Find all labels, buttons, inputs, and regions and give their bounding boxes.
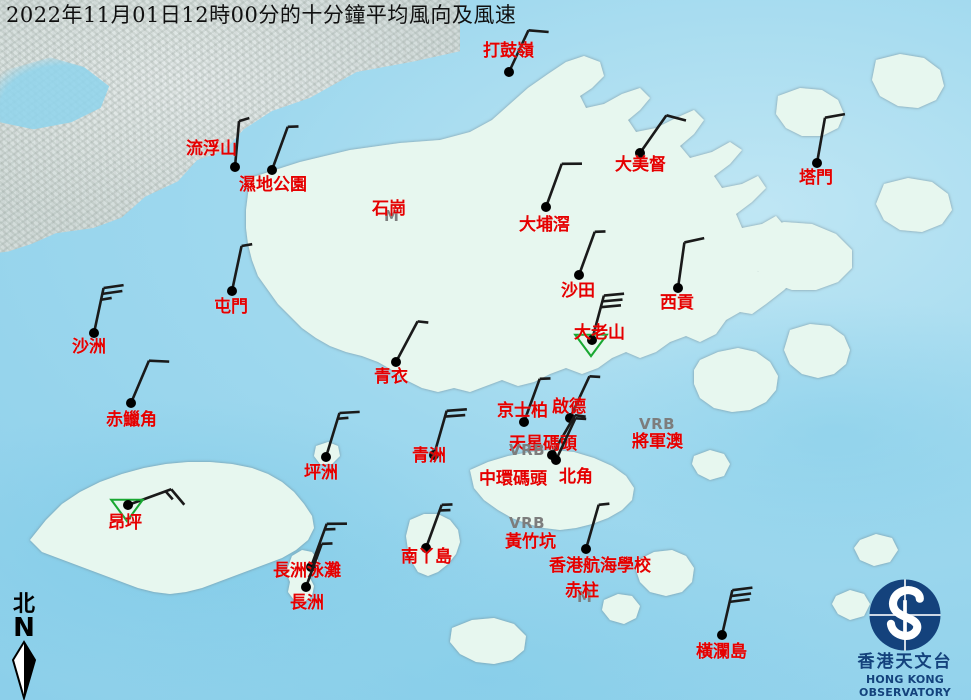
station-dot-marker: [321, 452, 331, 462]
station-name-label: 香港航海學校: [549, 556, 651, 576]
station-dot-marker: [581, 544, 591, 554]
page-title: 2022年11月01日12時00分的十分鐘平均風向及風速: [6, 3, 517, 27]
station-name-label: 北角: [559, 467, 593, 487]
station-name-label: 橫瀾島: [696, 642, 747, 662]
station-name-label: 青洲: [412, 446, 446, 466]
compass-label-en: N: [13, 613, 35, 643]
hko-logo-icon: [869, 579, 941, 651]
wind-barb-icon: [127, 488, 186, 507]
hko-logo-en: HONG KONG OBSERVATORY: [859, 673, 951, 699]
station-triangle-marker: [109, 498, 145, 523]
station-name-label: 塔門: [799, 168, 833, 188]
compass-rose: 北 N: [2, 591, 60, 700]
hko-logo: 香港天文台 HONG KONG OBSERVATORY: [842, 578, 968, 699]
station-dot-marker: [301, 582, 311, 592]
station-dot-marker: [717, 630, 727, 640]
station-dot-marker: [89, 328, 99, 338]
station-dot-marker: [421, 543, 431, 553]
station-status-flag: VRB: [509, 514, 546, 532]
wind-barb-icon: [394, 320, 429, 363]
wind-barb-icon: [324, 410, 360, 458]
wind-barb-icon: [815, 112, 846, 164]
wind-barb-icon: [554, 417, 587, 461]
station-status-flag: VRB: [639, 415, 676, 433]
wind-barb-icon: [577, 230, 606, 276]
station-name-label: 屯門: [214, 297, 248, 317]
hko-logo-cn: 香港天文台: [857, 652, 953, 672]
station-dot-marker: [541, 202, 551, 212]
station-name-label: 黃竹坑: [505, 532, 556, 552]
station-dot-marker: [551, 455, 561, 465]
wind-barb-icon: [424, 503, 453, 549]
wind-barb-icon: [720, 586, 753, 636]
wind-barb-icon: [507, 29, 549, 73]
wind-barb-icon: [590, 292, 625, 341]
station-dot-marker: [812, 158, 822, 168]
wind-barb-icon: [544, 162, 582, 208]
station-dot-marker: [230, 162, 240, 172]
station-name-label: 濕地公園: [239, 175, 307, 195]
station-dot-marker: [429, 450, 439, 460]
station-status-flag: M: [384, 207, 400, 225]
station-dot-marker: [673, 283, 683, 293]
wind-barb-icon: [584, 502, 610, 550]
station-name-label: 長洲泳灘: [273, 561, 341, 581]
station-name-label: 京士柏: [497, 401, 548, 421]
wind-barb-icon: [550, 413, 586, 456]
station-name-label: 赤鱲角: [106, 410, 157, 430]
station-name-label: 中環碼頭: [479, 469, 547, 489]
station-dot-marker: [123, 500, 133, 510]
station-dot-marker: [227, 286, 237, 296]
wind-barb-icon: [230, 242, 253, 292]
station-name-label: 大美督: [615, 155, 666, 175]
station-status-flag: M: [577, 588, 593, 606]
station-name-label: 打鼓嶺: [483, 41, 534, 61]
station-name-label: 流浮山: [186, 139, 237, 159]
station-name-label: 沙田: [561, 281, 595, 301]
station-dot-marker: [574, 270, 584, 280]
station-name-label: 青衣: [374, 367, 408, 387]
wind-barb-icon: [568, 375, 601, 419]
station-dot-marker: [519, 417, 529, 427]
station-name-label: 西貢: [660, 293, 694, 313]
wind-barb-icon: [270, 125, 299, 171]
station-triangle-marker: [573, 333, 609, 358]
station-name-label: 坪洲: [304, 463, 338, 483]
station-dot-marker: [391, 357, 401, 367]
station-name-label: 大埔滘: [519, 215, 570, 235]
station-dot-marker: [126, 398, 136, 408]
compass-label-cn: 北: [12, 591, 35, 617]
station-dot-marker: [635, 148, 645, 158]
compass-needle-icon: [11, 640, 37, 700]
wind-barb-icon: [432, 407, 467, 456]
station-name-label: 石崗: [372, 199, 406, 219]
station-name-label: 將軍澳: [632, 432, 683, 452]
wind-barb-icon: [92, 283, 124, 334]
station-name-label: 長洲: [290, 593, 324, 613]
wind-barb-icon: [522, 377, 551, 423]
station-dot-marker: [267, 165, 277, 175]
wind-barb-icon: [304, 542, 333, 588]
wind-barb-icon: [129, 359, 170, 404]
station-dot-marker: [587, 335, 597, 345]
station-name-label: 大老山: [574, 323, 625, 343]
wind-barb-icon: [233, 116, 250, 168]
wind-barb-icon: [676, 236, 705, 289]
station-name-label: 赤柱: [565, 581, 599, 601]
station-status-flag: VRB: [509, 441, 546, 459]
station-name-label: 沙洲: [72, 337, 106, 357]
station-dot-marker: [504, 67, 514, 77]
station-dot-marker: [565, 413, 575, 423]
wind-barb-icon: [638, 114, 687, 154]
station-name-label: 啟德: [552, 397, 586, 417]
station-name-label: 南丫島: [401, 547, 452, 567]
station-name-label: 昂坪: [108, 513, 142, 533]
wind-barb-icon: [309, 522, 347, 568]
station-dot-marker: [306, 562, 316, 572]
